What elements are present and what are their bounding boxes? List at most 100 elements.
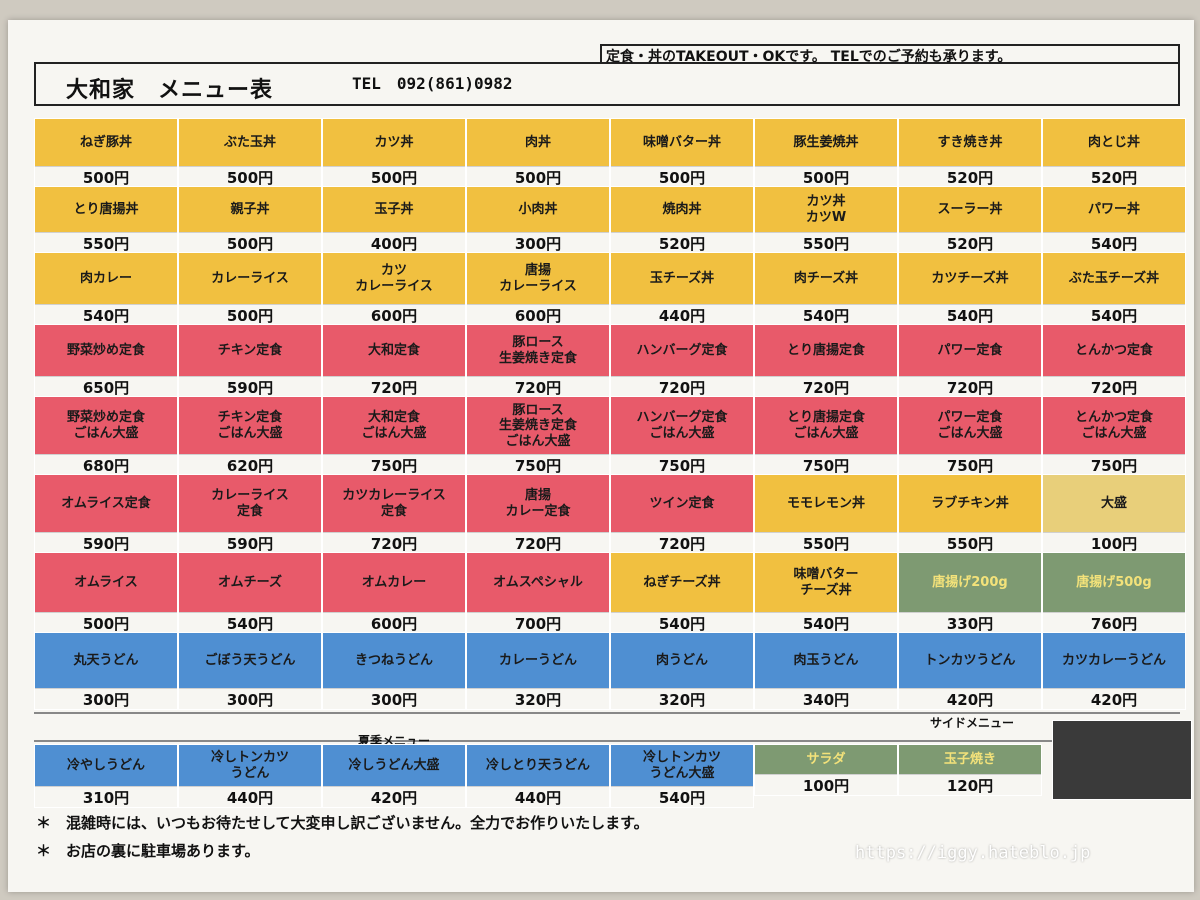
menu-item: 豚生姜焼丼 500円 [754, 118, 898, 188]
menu-item-price: 620円 [179, 454, 321, 475]
menu-item-name: カレーうどん [498, 653, 577, 669]
menu-item-name: オムライス定食 [61, 496, 151, 512]
menu-item-name: きつねうどん [354, 653, 433, 669]
menu-item: チキン定食 590円 [178, 324, 322, 398]
menu-item-price: 540円 [755, 304, 897, 325]
menu-item-name: チキン定食 [217, 343, 283, 359]
menu-item-price: 550円 [755, 232, 897, 253]
menu-item: 肉丼 500円 [466, 118, 610, 188]
menu-item-name: スーラー丼 [937, 202, 1003, 218]
menu-item-name: 唐揚げ500g [1076, 575, 1152, 591]
takeout-notice: 定食・丼のTAKEOUT・OKです。 TELでのご予約も承ります。 [606, 49, 1012, 65]
menu-item-price: 600円 [323, 612, 465, 633]
menu-item-name: 大和定食 ごはん大盛 [361, 410, 427, 441]
menu-item: 唐揚 カレーライス 600円 [466, 252, 610, 326]
menu-item-name: 野菜炒め定食 [66, 343, 145, 359]
menu-item-price: 420円 [1043, 688, 1185, 709]
menu-item: 肉カレー 540円 [34, 252, 178, 326]
menu-item-name: 豚ロース 生姜焼き定食 ごはん大盛 [498, 402, 577, 449]
menu-item-price: 300円 [467, 232, 609, 253]
menu-item-price: 440円 [179, 786, 321, 807]
menu-item: 大和定食 720円 [322, 324, 466, 398]
menu-item: 唐揚 カレー定食 720円 [466, 474, 610, 554]
menu-item-price: 540円 [179, 612, 321, 633]
menu-item-price: 520円 [899, 166, 1041, 187]
menu-item-price: 500円 [611, 166, 753, 187]
menu-item-price: 500円 [467, 166, 609, 187]
menu-item: 味噌バター チーズ丼 540円 [754, 552, 898, 634]
menu-item-price: 120円 [899, 774, 1041, 795]
menu-item-price: 750円 [1043, 454, 1185, 475]
menu-item: とんかつ定食 720円 [1042, 324, 1186, 398]
menu-item-name: 親子丼 [230, 202, 270, 218]
menu-item-name: 大盛 [1100, 496, 1127, 512]
menu-item: 焼肉丼 520円 [610, 186, 754, 254]
menu-item-name: ごぼう天うどん [204, 653, 296, 669]
menu-item-name: カツ カレーライス [355, 263, 433, 294]
menu-item-price: 600円 [323, 304, 465, 325]
menu-item-price: 700円 [467, 612, 609, 633]
menu-item-price: 540円 [899, 304, 1041, 325]
menu-item-name: 唐揚 カレー定食 [505, 488, 571, 519]
menu-item: 唐揚げ200g 330円 [898, 552, 1042, 634]
menu-item-name: とり唐揚定食 [786, 343, 865, 359]
menu-item-price: 540円 [755, 612, 897, 633]
menu-item: 冷しうどん大盛 420円 [322, 744, 466, 808]
menu-item: きつねうどん 300円 [322, 632, 466, 710]
menu-item-price: 590円 [179, 376, 321, 397]
menu-item-price: 550円 [755, 532, 897, 553]
menu-item-price: 750円 [611, 454, 753, 475]
menu-item-name: 冷やしうどん [66, 758, 145, 774]
menu-item: ぶた玉チーズ丼 540円 [1042, 252, 1186, 326]
menu-item-name: 肉とじ丼 [1087, 135, 1140, 151]
menu-item-name: ハンバーグ定食 ごはん大盛 [636, 410, 728, 441]
menu-item-price: 440円 [467, 786, 609, 807]
menu-item: ツイン定食 720円 [610, 474, 754, 554]
menu-item: 味噌バター丼 500円 [610, 118, 754, 188]
menu-item: とり唐揚定食 720円 [754, 324, 898, 398]
menu-item: カツカレーライス 定食 720円 [322, 474, 466, 554]
menu-item: 唐揚げ500g 760円 [1042, 552, 1186, 634]
menu-item-name: オムライス [74, 575, 138, 591]
menu-item-price: 440円 [611, 304, 753, 325]
menu-item-name: カレーライス 定食 [211, 488, 289, 519]
menu-item-price: 650円 [35, 376, 177, 397]
menu-item: オムカレー 600円 [322, 552, 466, 634]
menu-item-price: 720円 [323, 376, 465, 397]
menu-item: 小肉丼 300円 [466, 186, 610, 254]
menu-item-name: オムカレー [361, 575, 427, 591]
header-box [34, 62, 1180, 106]
menu-item: 冷しトンカツ うどん 440円 [178, 744, 322, 808]
menu-item: 玉子丼 400円 [322, 186, 466, 254]
menu-item: 玉チーズ丼 440円 [610, 252, 754, 326]
menu-item: とんかつ定食 ごはん大盛 750円 [1042, 396, 1186, 476]
menu-item-name: 冷しとり天うどん [485, 758, 590, 774]
menu-item-name: カツ丼 カツW [805, 194, 847, 225]
menu-item-price: 300円 [35, 688, 177, 709]
menu-item: ねぎ豚丼 500円 [34, 118, 178, 188]
menu-item: 肉とじ丼 520円 [1042, 118, 1186, 188]
menu-item: ごぼう天うどん 300円 [178, 632, 322, 710]
menu-item-name: ねぎ豚丼 [79, 135, 132, 151]
menu-item: ラブチキン丼 550円 [898, 474, 1042, 554]
menu-item-price: 500円 [179, 166, 321, 187]
menu-item-name: カレーライス [211, 271, 289, 287]
menu-item-price: 720円 [755, 376, 897, 397]
menu-item: モモレモン丼 550円 [754, 474, 898, 554]
menu-item-price: 720円 [467, 376, 609, 397]
menu-item-name: モモレモン丼 [786, 496, 865, 512]
menu-item-price: 320円 [467, 688, 609, 709]
menu-item-name: パワー定食 [937, 343, 1003, 359]
menu-item: 大和定食 ごはん大盛 750円 [322, 396, 466, 476]
menu-item: ねぎチーズ丼 540円 [610, 552, 754, 634]
menu-item-name: ぶた玉丼 [223, 135, 276, 151]
watermark: https://iggy.hateblo.jp [855, 843, 1091, 863]
menu-item-name: 丸天うどん [73, 653, 139, 669]
menu-item-name: パワー定食 ごはん大盛 [937, 410, 1003, 441]
menu-item: カツ丼 500円 [322, 118, 466, 188]
menu-item-name: 野菜炒め定食 ごはん大盛 [66, 410, 145, 441]
menu-item-price: 500円 [755, 166, 897, 187]
menu-item-price: 500円 [179, 232, 321, 253]
menu-item-name: すき焼き丼 [937, 135, 1003, 151]
menu-item-name: 焼肉丼 [662, 202, 702, 218]
